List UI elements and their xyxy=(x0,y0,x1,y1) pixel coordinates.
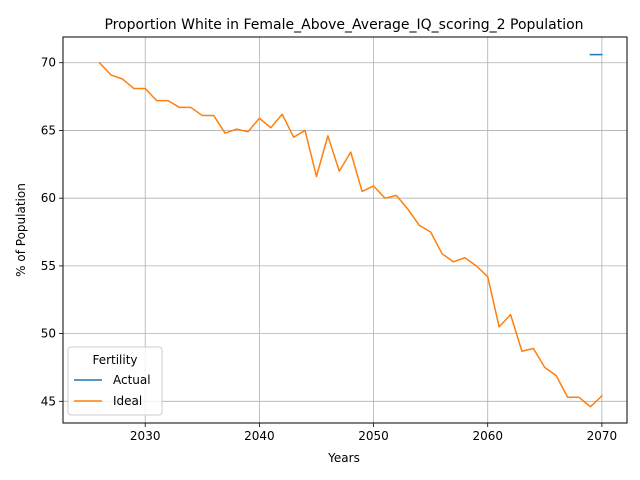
x-axis-ticks: 2030 2040 2050 2060 2070 xyxy=(130,423,617,443)
x-tick-label: 2050 xyxy=(358,429,389,443)
y-axis-ticks: 45 50 55 60 65 70 xyxy=(41,56,63,408)
x-tick-label: 2040 xyxy=(244,429,275,443)
legend-title: Fertility xyxy=(92,353,137,367)
legend: Fertility Actual Ideal xyxy=(67,346,163,416)
x-tick-label: 2060 xyxy=(472,429,503,443)
legend-label-actual: Actual xyxy=(113,373,151,387)
y-tick-label: 50 xyxy=(41,327,56,341)
x-tick-label: 2030 xyxy=(130,429,161,443)
series-lines xyxy=(98,53,603,408)
x-axis-label: Years xyxy=(327,451,360,465)
y-tick-label: 45 xyxy=(41,394,56,408)
y-axis-label: % of Population xyxy=(14,183,28,277)
x-tick-label: 2070 xyxy=(587,429,618,443)
y-tick-label: 60 xyxy=(41,191,56,205)
plot-area-frame xyxy=(62,36,628,424)
y-tick-label: 65 xyxy=(41,123,56,137)
legend-frame xyxy=(67,346,163,416)
chart-title: Proportion White in Female_Above_Average… xyxy=(104,17,583,33)
y-tick-label: 70 xyxy=(41,56,56,70)
series-line-ideal xyxy=(98,61,603,408)
legend-label-ideal: Ideal xyxy=(113,394,142,408)
y-tick-label: 55 xyxy=(41,259,56,273)
